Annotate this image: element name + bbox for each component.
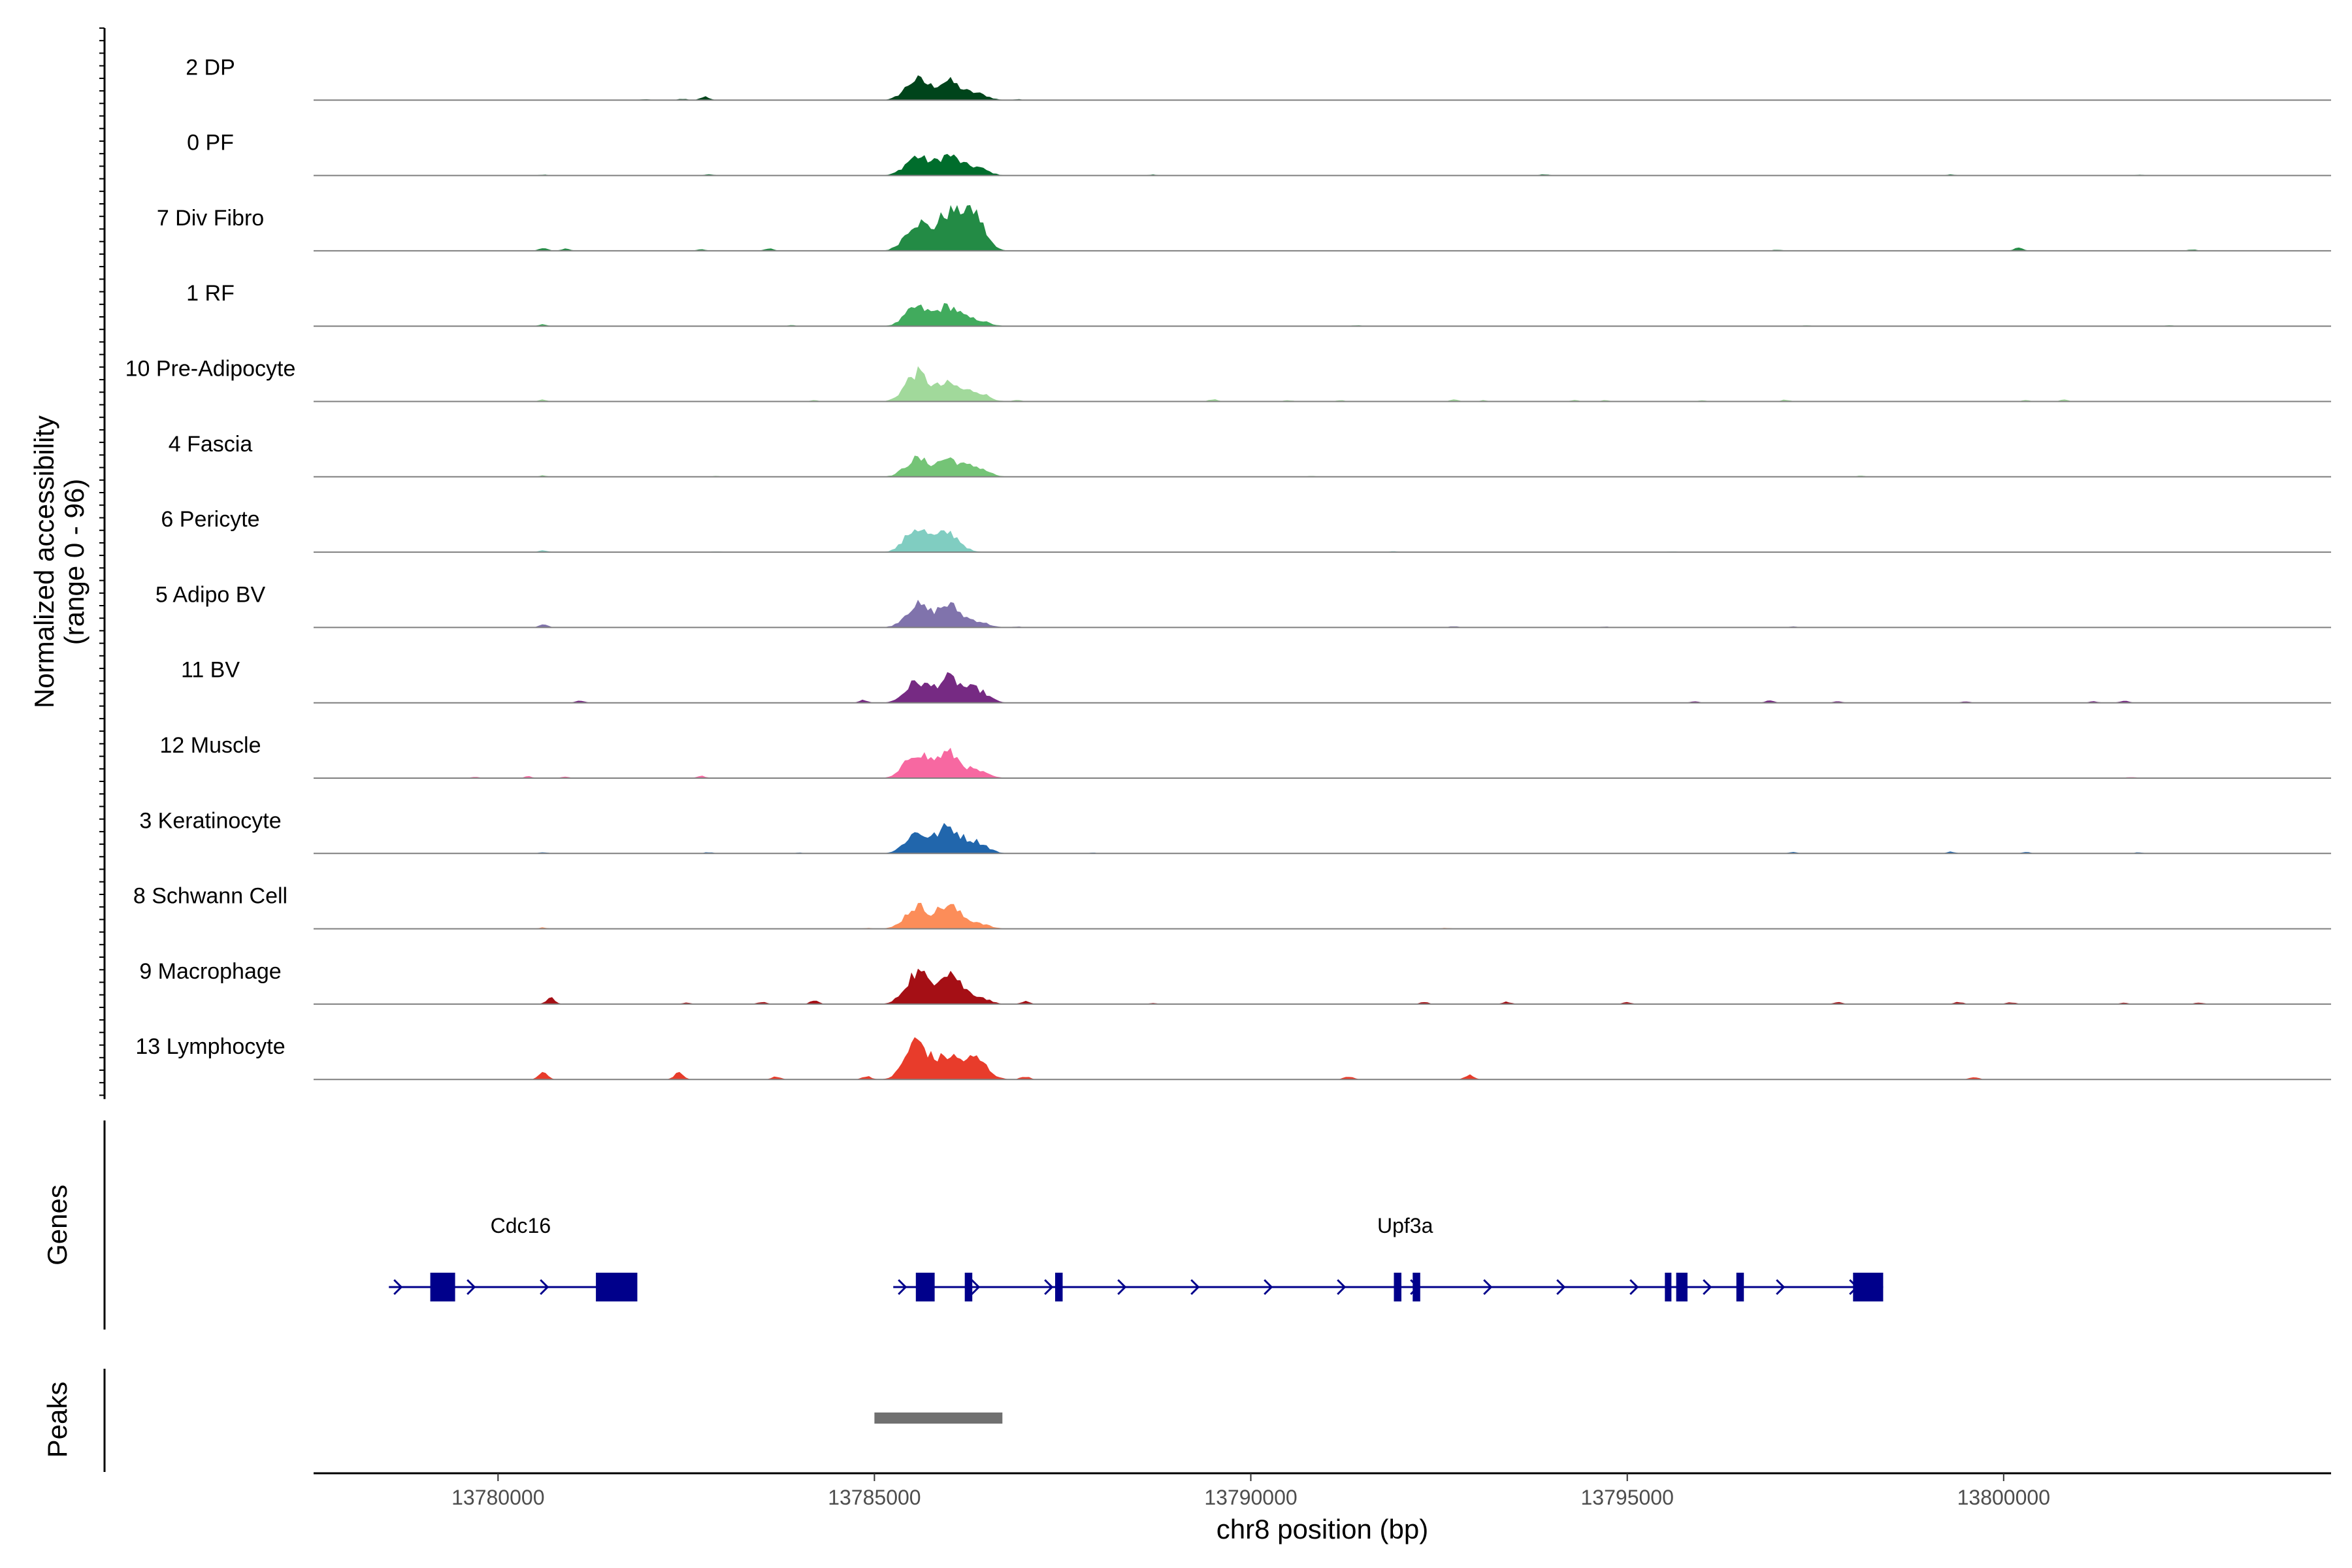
peaks-panel: Peaks — [42, 1369, 1003, 1472]
gene-exon — [1853, 1273, 1884, 1301]
genes-panel: Genes Cdc16 Upf3a — [42, 1120, 1884, 1330]
y-axis — [99, 27, 106, 1100]
track-9-macrophage: 9 Macrophage — [139, 959, 2331, 1005]
gene-exon — [430, 1273, 455, 1301]
strand-arrow — [898, 1279, 907, 1296]
strand-arrow — [1483, 1279, 1493, 1296]
x-axis: 13780000 13785000 13790000 13795000 13800000… — [314, 1472, 2331, 1544]
x-tick-label: 13785000 — [828, 1486, 921, 1509]
track-6-pericyte: 6 Pericyte — [161, 507, 2331, 553]
track-label: 13 Lymphocyte — [135, 1034, 285, 1059]
track-label: 8 Schwann Cell — [133, 884, 287, 909]
peak-regions — [874, 1413, 1003, 1424]
track-10-pre-adipocyte: 10 Pre-Adipocyte — [125, 357, 2331, 402]
track-3-keratinocyte: 3 Keratinocyte — [139, 808, 2331, 855]
track-2-dp: 2 DP — [186, 55, 2331, 101]
strand-arrow — [1776, 1279, 1786, 1296]
track-11-bv: 11 BV — [181, 658, 2331, 704]
gene-exon — [1736, 1273, 1744, 1301]
coverage-area — [314, 154, 2331, 176]
strand-arrow — [971, 1279, 981, 1296]
gene-name: Upf3a — [1377, 1214, 1433, 1237]
track-label: 10 Pre-Adipocyte — [125, 357, 296, 382]
strand-arrow — [1117, 1279, 1127, 1296]
gene-exon — [1665, 1273, 1672, 1301]
track-label: 0 PF — [187, 131, 234, 155]
track-1-rf: 1 RF — [186, 281, 2331, 327]
coverage-area — [314, 75, 2331, 101]
x-axis-ticks: 13780000 13785000 13790000 13795000 13800000 — [451, 1473, 2050, 1509]
gene-exon — [1055, 1273, 1063, 1301]
track-label: 1 RF — [186, 281, 235, 306]
strand-arrow — [393, 1279, 403, 1296]
track-label: 6 Pericyte — [161, 507, 259, 532]
x-tick-label: 13790000 — [1204, 1486, 1297, 1509]
gene-upf3a: Upf3a — [893, 1214, 1884, 1301]
gene-exon — [1413, 1273, 1420, 1301]
strand-arrow — [466, 1279, 476, 1296]
track-label: 9 Macrophage — [139, 959, 281, 984]
coverage-area — [314, 204, 2331, 251]
track-4-fascia: 4 Fascia — [169, 432, 2331, 478]
track-12-muscle: 12 Muscle — [160, 733, 2331, 779]
track-label: 12 Muscle — [160, 733, 261, 758]
peaks-panel-title: Peaks — [42, 1382, 73, 1458]
track-0-pf: 0 PF — [187, 131, 2331, 176]
y-axis-title-main: Normalized accessibility — [29, 416, 59, 708]
gene-exon — [596, 1273, 638, 1301]
track-label: 2 DP — [186, 55, 235, 80]
strand-arrow — [540, 1279, 549, 1296]
coverage-area — [314, 747, 2331, 778]
track-label: 7 Div Fibro — [157, 206, 264, 231]
x-axis-title: chr8 position (bp) — [1217, 1514, 1429, 1544]
gene-exon — [1676, 1273, 1688, 1301]
gene-exon — [964, 1273, 973, 1301]
gene-name: Cdc16 — [491, 1214, 551, 1237]
coverage-area — [314, 455, 2331, 477]
track-label: 4 Fascia — [169, 432, 253, 457]
track-7-div-fibro: 7 Div Fibro — [157, 204, 2331, 252]
strand-arrow — [1556, 1279, 1566, 1296]
x-tick-label: 13780000 — [451, 1486, 544, 1509]
strand-arrow — [1337, 1279, 1347, 1296]
x-tick-label: 13795000 — [1581, 1486, 1674, 1509]
track-13-lymphocyte: 13 Lymphocyte — [135, 1034, 2331, 1081]
gene-exon — [1394, 1273, 1401, 1301]
coverage-area — [314, 968, 2331, 1004]
peak-region-bar — [874, 1413, 1003, 1424]
track-5-adipo-bv: 5 Adipo BV — [155, 582, 2331, 629]
track-label: 5 Adipo BV — [155, 582, 266, 607]
gene-models: Cdc16 Upf3a — [389, 1214, 1884, 1301]
coverage-area — [314, 302, 2331, 327]
track-8-schwann-cell: 8 Schwann Cell — [133, 884, 2331, 930]
coverage-area — [314, 672, 2331, 703]
coverage-area — [314, 1037, 2331, 1080]
track-label: 3 Keratinocyte — [139, 808, 281, 833]
strand-arrow — [1044, 1279, 1054, 1296]
strand-arrow — [1629, 1279, 1639, 1296]
coverage-area — [314, 529, 2331, 553]
coverage-tracks: 2 DP 0 PF 7 Div Fibro 1 RF 10 Pre-Adipocyte 4… — [125, 55, 2331, 1081]
strand-arrow — [1264, 1279, 1273, 1296]
y-axis-title: Normalized accessibility (range 0 - 96) — [29, 416, 90, 708]
gene-cdc16: Cdc16 — [389, 1214, 638, 1301]
coverage-area — [314, 600, 2331, 628]
gene-exon — [915, 1273, 935, 1301]
coverage-area — [314, 902, 2331, 929]
strand-arrow — [1703, 1279, 1712, 1296]
y-axis-title-range: (range 0 - 96) — [59, 479, 90, 645]
x-tick-label: 13800000 — [1957, 1486, 2050, 1509]
coverage-area — [314, 823, 2331, 854]
genes-panel-title: Genes — [42, 1184, 73, 1266]
track-label: 11 BV — [181, 658, 240, 683]
coverage-area — [314, 366, 2331, 402]
strand-arrow — [1190, 1279, 1200, 1296]
